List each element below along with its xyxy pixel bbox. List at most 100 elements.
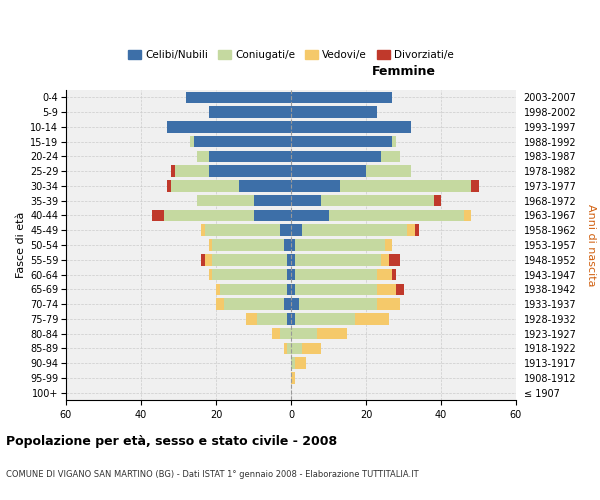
Bar — [291, 180, 340, 192]
Bar — [291, 298, 299, 310]
Bar — [254, 195, 291, 206]
Bar — [280, 224, 291, 236]
Bar — [464, 210, 471, 221]
Bar — [152, 210, 163, 221]
Bar — [291, 269, 295, 280]
Bar — [239, 180, 291, 192]
Y-axis label: Fasce di età: Fasce di età — [16, 212, 26, 278]
Bar — [284, 342, 287, 354]
Bar — [329, 210, 464, 221]
Bar — [295, 284, 377, 295]
Bar — [291, 210, 329, 221]
Bar — [186, 92, 291, 103]
Bar — [201, 224, 205, 236]
Bar — [193, 136, 291, 147]
Bar — [209, 106, 291, 118]
Bar — [291, 342, 302, 354]
Bar — [291, 121, 411, 132]
Bar — [246, 313, 257, 324]
Bar — [381, 254, 389, 266]
Bar — [272, 328, 280, 340]
Bar — [220, 284, 287, 295]
Bar — [377, 284, 396, 295]
Bar — [167, 180, 171, 192]
Bar — [385, 239, 392, 251]
Y-axis label: Anni di nascita: Anni di nascita — [586, 204, 596, 286]
Bar — [291, 313, 295, 324]
Bar — [291, 224, 302, 236]
Bar — [340, 180, 471, 192]
Bar — [287, 284, 291, 295]
Bar — [209, 239, 212, 251]
Bar — [287, 313, 291, 324]
Bar — [321, 195, 433, 206]
Bar — [284, 239, 291, 251]
Bar — [317, 328, 347, 340]
Bar — [291, 254, 295, 266]
Bar — [254, 210, 291, 221]
Bar — [209, 166, 291, 177]
Bar — [216, 298, 223, 310]
Text: Femmine: Femmine — [371, 64, 436, 78]
Bar — [381, 150, 400, 162]
Bar — [299, 298, 377, 310]
Bar — [295, 269, 377, 280]
Bar — [291, 166, 366, 177]
Bar — [407, 224, 415, 236]
Bar — [287, 269, 291, 280]
Bar — [295, 358, 306, 369]
Bar — [175, 166, 209, 177]
Bar — [205, 224, 280, 236]
Bar — [209, 150, 291, 162]
Bar — [302, 342, 321, 354]
Bar — [295, 254, 381, 266]
Legend: Celibi/Nubili, Coniugati/e, Vedovi/e, Divorziati/e: Celibi/Nubili, Coniugati/e, Vedovi/e, Di… — [124, 46, 458, 64]
Bar — [415, 224, 419, 236]
Bar — [291, 92, 392, 103]
Bar — [197, 150, 209, 162]
Bar — [201, 254, 205, 266]
Bar — [392, 269, 396, 280]
Bar — [209, 269, 212, 280]
Bar — [205, 254, 212, 266]
Bar — [291, 328, 317, 340]
Bar — [291, 284, 295, 295]
Bar — [171, 180, 239, 192]
Bar — [291, 239, 295, 251]
Bar — [190, 136, 193, 147]
Bar — [291, 150, 381, 162]
Bar — [284, 298, 291, 310]
Bar — [212, 269, 287, 280]
Bar — [163, 210, 254, 221]
Bar — [377, 269, 392, 280]
Bar — [433, 195, 441, 206]
Bar — [197, 195, 254, 206]
Bar — [291, 372, 295, 384]
Bar — [212, 239, 284, 251]
Bar — [377, 298, 400, 310]
Bar — [396, 284, 404, 295]
Text: COMUNE DI VIGANO SAN MARTINO (BG) - Dati ISTAT 1° gennaio 2008 - Elaborazione TU: COMUNE DI VIGANO SAN MARTINO (BG) - Dati… — [6, 470, 419, 479]
Bar — [291, 136, 392, 147]
Bar — [223, 298, 284, 310]
Bar — [302, 224, 407, 236]
Bar — [392, 136, 396, 147]
Bar — [257, 313, 287, 324]
Bar — [291, 195, 321, 206]
Bar — [287, 254, 291, 266]
Bar — [167, 121, 291, 132]
Bar — [171, 166, 175, 177]
Bar — [389, 254, 400, 266]
Bar — [280, 328, 291, 340]
Bar — [216, 284, 220, 295]
Bar — [366, 166, 411, 177]
Bar — [291, 106, 377, 118]
Bar — [471, 180, 479, 192]
Bar — [295, 239, 385, 251]
Bar — [355, 313, 389, 324]
Text: Popolazione per età, sesso e stato civile - 2008: Popolazione per età, sesso e stato civil… — [6, 435, 337, 448]
Bar — [212, 254, 287, 266]
Bar — [287, 342, 291, 354]
Bar — [291, 358, 295, 369]
Bar — [295, 313, 355, 324]
